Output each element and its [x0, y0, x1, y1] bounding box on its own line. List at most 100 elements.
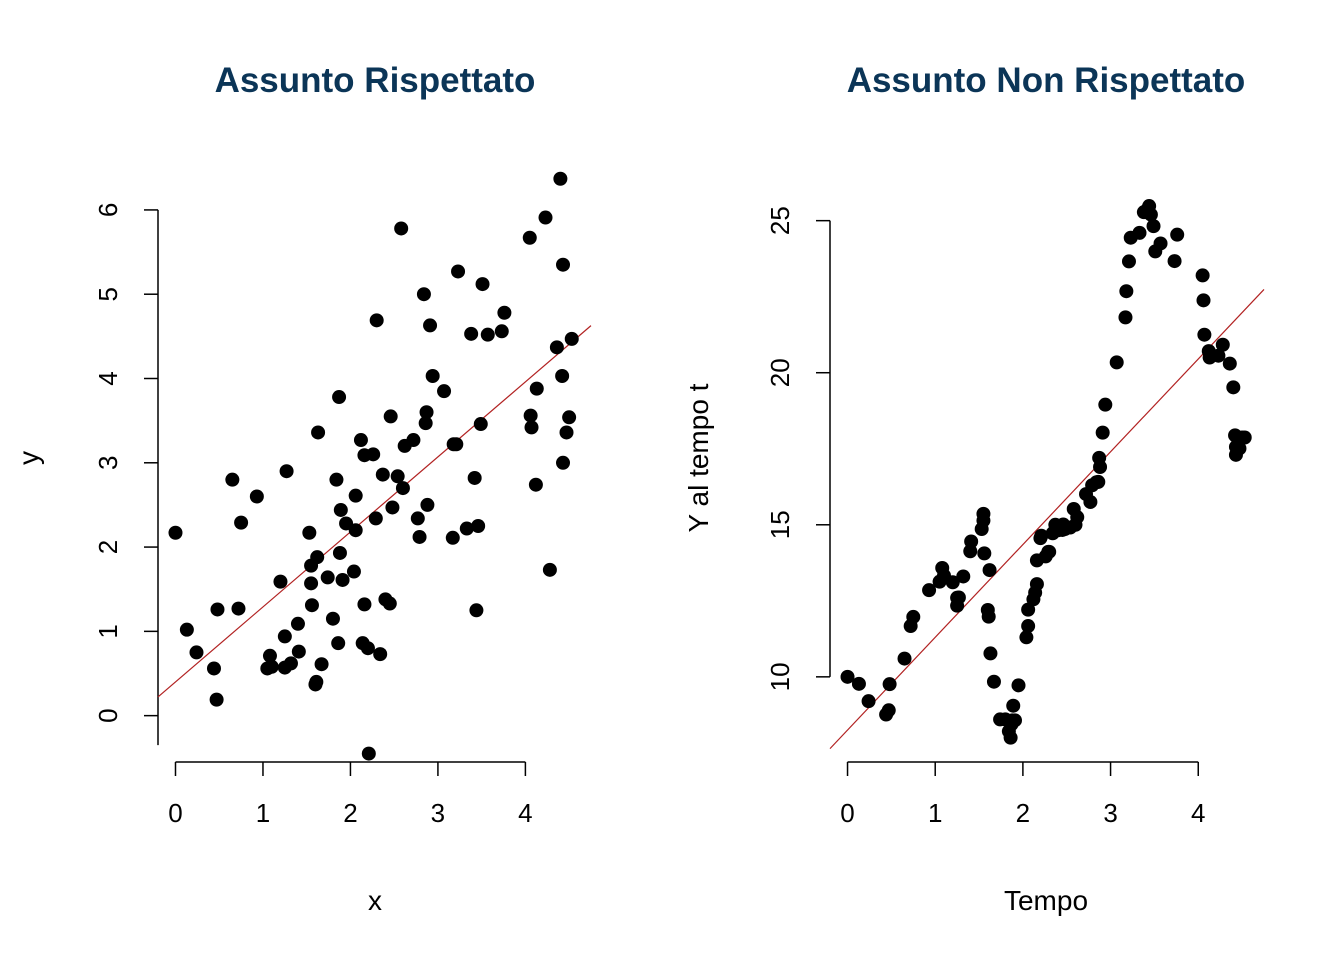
right-data-point — [1222, 356, 1237, 371]
left-data-point — [368, 511, 383, 526]
right-data-point — [881, 703, 896, 718]
right-y-tick-label: 20 — [765, 358, 795, 387]
right-data-point — [1042, 544, 1057, 559]
left-data-point — [264, 659, 279, 674]
right-data-point — [1195, 268, 1210, 283]
left-data-point — [369, 313, 384, 328]
right-data-point — [1237, 430, 1252, 445]
left-chart-title: Assunto Rispettato — [215, 61, 536, 100]
left-data-point — [418, 416, 433, 431]
right-data-point — [1121, 254, 1136, 269]
left-x-tick-label: 4 — [518, 798, 532, 828]
left-data-point — [273, 574, 288, 589]
right-fit-line — [829, 289, 1265, 750]
right-data-point — [1011, 678, 1026, 693]
left-data-point — [210, 602, 225, 617]
left-y-tick-label: 1 — [93, 624, 123, 638]
right-x-tick-label: 2 — [1016, 798, 1030, 828]
right-data-point — [1146, 219, 1161, 234]
right-data-point — [1095, 425, 1110, 440]
right-data-point — [861, 694, 876, 709]
left-data-point — [549, 340, 564, 355]
left-data-point — [382, 596, 397, 611]
left-data-point — [302, 525, 317, 540]
right-x-axis-label: Tempo — [1004, 885, 1088, 916]
left-data-point — [523, 408, 538, 423]
left-data-point — [249, 489, 264, 504]
left-data-point — [310, 550, 325, 565]
left-data-point — [459, 521, 474, 536]
right-data-point — [1007, 713, 1022, 728]
right-data-point — [1021, 619, 1036, 634]
left-data-point — [419, 405, 434, 420]
left-data-point — [469, 603, 484, 618]
right-y-tick-label: 25 — [765, 206, 795, 235]
right-data-point — [951, 590, 966, 605]
left-data-point — [416, 287, 431, 302]
right-data-point — [882, 677, 897, 692]
left-data-point — [373, 647, 388, 662]
right-data-point — [1153, 236, 1168, 251]
left-y-axis-label: y — [13, 451, 44, 465]
left-data-point — [555, 368, 570, 383]
right-data-point — [1091, 474, 1106, 489]
left-x-tick-label: 0 — [168, 798, 182, 828]
right-data-point — [1226, 380, 1241, 395]
left-data-point — [348, 523, 363, 538]
right-data-point — [983, 646, 998, 661]
left-data-point — [562, 410, 577, 425]
left-x-tick-label: 3 — [431, 798, 445, 828]
left-data-point — [290, 616, 305, 631]
left-data-point — [385, 500, 400, 515]
left-data-point — [542, 562, 557, 577]
left-data-point — [314, 657, 329, 672]
right-data-point — [956, 569, 971, 584]
right-data-point — [1132, 225, 1147, 240]
right-data-point — [1021, 602, 1036, 617]
left-data-point — [395, 481, 410, 496]
left-data-point — [383, 409, 398, 424]
right-data-point — [1215, 337, 1230, 352]
right-data-point — [981, 609, 996, 624]
left-data-point — [366, 447, 381, 462]
left-data-point — [189, 645, 204, 660]
right-x-tick-label: 0 — [840, 798, 854, 828]
right-data-point — [986, 674, 1001, 689]
right-y-axis-label: Y al tempo t — [683, 383, 714, 532]
left-data-point — [332, 390, 347, 405]
right-data-point — [897, 651, 912, 666]
right-data-point — [1083, 494, 1098, 509]
left-data-point — [437, 384, 452, 399]
left-y-tick-label: 3 — [93, 456, 123, 470]
left-x-axis-label: x — [368, 885, 382, 916]
left-y-tick-label: 5 — [93, 287, 123, 301]
right-y-tick-label: 10 — [765, 662, 795, 691]
left-data-point — [412, 529, 427, 544]
left-data-point — [311, 425, 326, 440]
right-chart-title: Assunto Non Rispettato — [847, 61, 1246, 100]
left-y-tick-label: 0 — [93, 708, 123, 722]
left-data-point — [480, 327, 495, 342]
right-data-point — [1167, 254, 1182, 269]
left-data-point — [529, 381, 544, 396]
left-data-point — [234, 515, 249, 530]
right-x-tick-label: 4 — [1191, 798, 1205, 828]
right-scatter-panel: Assunto Non Rispettato Tempo Y al tempo … — [683, 61, 1265, 916]
left-x-tick-label: 2 — [343, 798, 357, 828]
left-data-point — [522, 230, 537, 245]
left-data-point — [333, 502, 348, 517]
left-data-point — [410, 511, 425, 526]
left-data-point — [445, 530, 460, 545]
left-data-point — [346, 564, 361, 579]
right-data-point — [1109, 355, 1124, 370]
left-data-point — [231, 601, 246, 616]
left-data-point — [556, 257, 571, 272]
left-y-tick-label: 6 — [93, 203, 123, 217]
left-data-point — [206, 661, 221, 676]
left-data-point — [451, 264, 466, 279]
left-data-point — [179, 622, 194, 637]
right-data-point — [1006, 698, 1021, 713]
left-data-point — [423, 318, 438, 333]
